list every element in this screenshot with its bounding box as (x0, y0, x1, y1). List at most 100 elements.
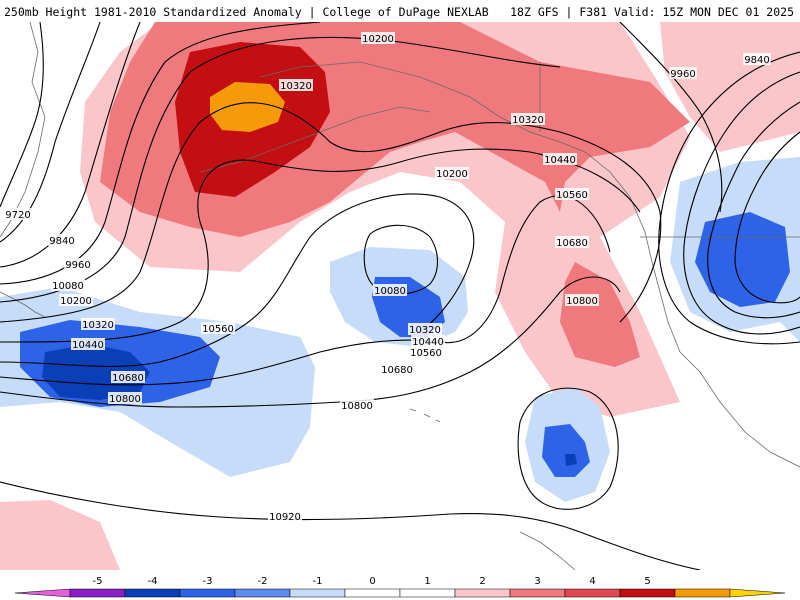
colorbar-tick-label: 4 (589, 576, 595, 587)
colorbar-swatch (69, 588, 126, 598)
contour-label: 10560 (410, 348, 442, 359)
contour-label: 9960 (670, 69, 695, 80)
contour-label: 10680 (112, 373, 144, 384)
colorbar-tick-label: 3 (534, 576, 540, 587)
anomaly-area-plus1-southwest (0, 500, 120, 570)
hawaii-islands (409, 408, 441, 423)
negative-anomaly-areas (0, 157, 800, 502)
contour-label: 10080 (374, 286, 406, 297)
colorbar-swatch (179, 588, 236, 598)
contour-label-bg (565, 294, 599, 306)
contour-10560 (0, 193, 475, 367)
contour-closed-low (363, 224, 439, 295)
contour-label: 10440 (72, 340, 104, 351)
colorbar-swatch (619, 588, 676, 598)
contour-label-bg (268, 510, 302, 522)
colorbar-swatch (289, 588, 346, 598)
contour-10800 (0, 276, 621, 408)
anomaly-area-minus3-west (42, 344, 150, 400)
contour-label-bg (669, 67, 697, 79)
header-bar: 250mb Height 1981-2010 Standardized Anom… (0, 0, 800, 22)
contour-label-bg (511, 113, 545, 125)
contour-ridge-east (619, 22, 723, 213)
contour-label-bg (108, 392, 142, 404)
contour-label: 9840 (744, 55, 769, 66)
contour-label: 9960 (65, 260, 90, 271)
contour-trough-4 (734, 131, 800, 304)
colorbar-swatch (124, 588, 181, 598)
colorbar-swatch (729, 588, 786, 598)
contour-label-bg (81, 318, 115, 330)
colorbar-swatch (14, 588, 71, 598)
contour-label-bg (361, 32, 395, 44)
contour-label: 9840 (49, 236, 74, 247)
contour-label: 10800 (109, 394, 141, 405)
colorbar-swatch (564, 588, 621, 598)
anomaly-map: 1020010320996098401032010440102001056010… (0, 22, 800, 570)
anomaly-area-minus2-east (695, 212, 790, 307)
colorbar-swatches (14, 588, 786, 598)
contour-label-bg (279, 79, 313, 91)
contour-label: 10680 (381, 365, 413, 376)
colorbar-swatch (454, 588, 511, 598)
contour-label-bg (555, 188, 589, 200)
contour-trough-2 (683, 71, 800, 335)
contour-label-bg (555, 236, 589, 248)
contour-label: 10320 (82, 320, 114, 331)
contour-trough-3 (707, 101, 800, 319)
anomaly-colorbar: -5 -4 -3 -2 -1 0 1 2 3 4 5 (14, 576, 786, 598)
contour-label: 10200 (436, 169, 468, 180)
contour-label-bg (71, 338, 105, 350)
colorbar-ticks: -5 -4 -3 -2 -1 0 1 2 3 4 5 (93, 576, 651, 587)
contour-label: 10920 (269, 512, 301, 523)
contour-label-bg (48, 234, 76, 246)
contour-trough-1 (658, 51, 800, 345)
coastline-south-america (519, 531, 576, 570)
contour-label: 10320 (512, 115, 544, 126)
contour-10920 (0, 481, 701, 570)
contour-label-bg (411, 335, 445, 347)
contour-label-bg (543, 153, 577, 165)
colorbar-tick-label: -2 (258, 576, 268, 587)
coastline-north-america (679, 351, 800, 468)
contour-label: 10440 (412, 337, 444, 348)
colorbar-tick-label: 0 (369, 576, 375, 587)
colorbar-swatch (674, 588, 731, 598)
anomaly-area-plus2-south (560, 262, 640, 367)
colorbar-tick-label: 1 (424, 576, 430, 587)
contour-label-bg (111, 371, 145, 383)
contour-label: 10320 (409, 325, 441, 336)
contour-label: 10560 (556, 190, 588, 201)
contour-label: 10800 (341, 401, 373, 412)
contour-label-bg (409, 346, 443, 358)
colorbar-tick-label: -1 (313, 576, 323, 587)
contour-label-bg (340, 399, 374, 411)
contour-label: 10200 (362, 34, 394, 45)
colorbar-tick-label: 5 (644, 576, 650, 587)
colorbar-tick-label: -3 (203, 576, 213, 587)
coastline-japan (0, 291, 46, 318)
contour-label-bg (51, 279, 85, 291)
contour-label-bg (743, 53, 771, 65)
colorbar-tick-label: 2 (479, 576, 485, 587)
contour-labels: 1020010320996098401032010440102001056010… (4, 32, 771, 523)
contour-label-bg (4, 208, 32, 220)
contour-closed-south (517, 387, 619, 510)
contour-label-bg (64, 258, 92, 270)
contour-label: 10800 (566, 296, 598, 307)
contour-label-bg (435, 167, 469, 179)
contour-label: 10080 (52, 281, 84, 292)
contour-label-bg (380, 363, 414, 375)
contour-label-bg (373, 284, 407, 296)
contour-9720 (0, 22, 44, 208)
contour-label: 10440 (544, 155, 576, 166)
colorbar-swatch (234, 588, 291, 598)
contour-label: 10560 (202, 324, 234, 335)
anomaly-area-minus3-south (565, 454, 577, 466)
contour-label: 10320 (280, 81, 312, 92)
contour-label: 10680 (556, 238, 588, 249)
map-title: 250mb Height 1981-2010 Standardized Anom… (4, 5, 489, 19)
contour-label-bg (59, 294, 93, 306)
colorbar-swatch (399, 588, 456, 598)
model-valid-time: 18Z GFS | F381 Valid: 15Z MON DEC 01 202… (510, 5, 794, 19)
